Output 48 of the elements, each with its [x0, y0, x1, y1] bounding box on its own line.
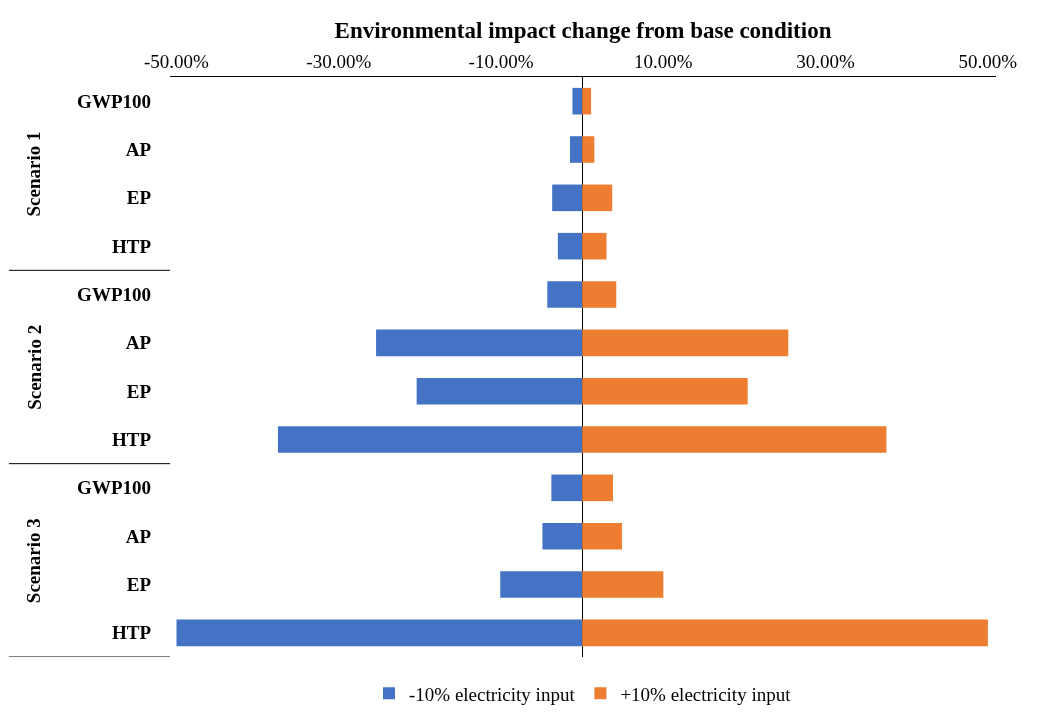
bar [551, 474, 583, 502]
y-tick-label: EP [126, 187, 152, 209]
bar [582, 377, 748, 405]
bar [572, 87, 583, 115]
bar [582, 474, 614, 502]
bar [582, 329, 789, 357]
x-tick-label: 50.00% [958, 51, 1018, 73]
y-tick-label: HTP [111, 622, 152, 644]
text: Scenario 2 [23, 324, 45, 410]
x-tick-label: 10.00% [634, 51, 693, 73]
y-tick-label: AP [125, 525, 152, 547]
bar [557, 232, 583, 260]
x-axis-title: Environmental impact change from base condition [334, 17, 832, 43]
bar [582, 232, 607, 260]
bar [582, 136, 595, 163]
x-tick-label: 30.00% [796, 51, 856, 73]
text: Scenario 3 [23, 518, 45, 604]
bar [500, 571, 583, 598]
y-tick-label: GWP100 [77, 284, 151, 306]
bar [376, 329, 583, 357]
bar [547, 281, 583, 308]
bar [582, 571, 664, 598]
y-tick-label: AP [125, 139, 152, 161]
legend-label: -10% electricity input [409, 683, 576, 705]
bar [582, 426, 887, 453]
legend-label: +10% electricity input [620, 683, 792, 705]
bar [582, 281, 617, 308]
x-tick-label: -30.00% [306, 51, 372, 73]
bar [582, 87, 592, 115]
bar [552, 184, 583, 212]
bar [542, 522, 583, 550]
y-tick-label: GWP100 [77, 477, 151, 499]
bar [176, 619, 583, 647]
bar [416, 377, 583, 405]
y-tick-label: HTP [111, 235, 152, 257]
y-tick-label: EP [126, 380, 152, 402]
x-tick-label: -10.00% [468, 51, 534, 73]
bar [582, 619, 988, 647]
bar [570, 136, 583, 163]
y-tick-label: HTP [111, 429, 152, 451]
x-tick-label: -50.00% [144, 51, 210, 73]
bar [277, 426, 583, 453]
y-tick-label: GWP100 [77, 90, 151, 112]
bar [582, 184, 613, 212]
bar [582, 522, 622, 550]
y-tick-label: EP [126, 574, 152, 596]
y-tick-label: AP [125, 332, 152, 354]
text: Scenario 1 [23, 131, 45, 217]
